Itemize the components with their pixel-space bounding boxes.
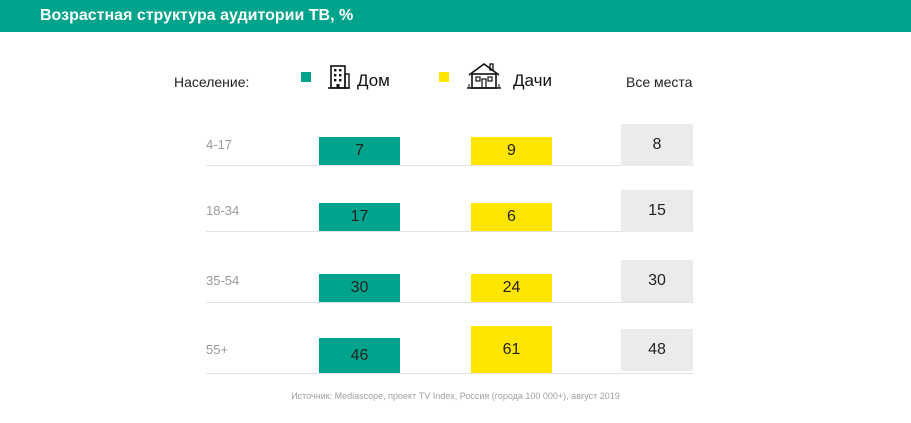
dacha-legend-label: Дачи — [513, 71, 552, 90]
chart-title: Возрастная структура аудитории ТВ, % — [40, 7, 354, 24]
row-label: 18-34 — [206, 203, 240, 218]
row-divider — [206, 165, 694, 166]
row-label: 55+ — [206, 342, 229, 357]
header-bar: Возрастная структура аудитории ТВ, % — [0, 0, 911, 32]
source-note: Источник: Mediascope, проект TV Index, Р… — [291, 391, 620, 401]
home-bar: 17 — [319, 203, 400, 231]
country-house-icon — [467, 63, 501, 89]
home-legend-label: Дом — [357, 71, 390, 90]
row-divider — [206, 373, 694, 374]
all-places-label: Все места — [626, 74, 693, 90]
dacha-bar: 9 — [471, 137, 552, 165]
row-divider — [206, 231, 694, 232]
row-divider — [206, 302, 694, 303]
dacha-swatch — [439, 72, 449, 82]
home-bar: 46 — [319, 338, 400, 373]
apartment-building-icon — [328, 65, 350, 89]
row-label: 35-54 — [206, 273, 240, 288]
dacha-bar: 6 — [471, 203, 552, 231]
all-places-value: 15 — [621, 190, 693, 232]
home-swatch — [301, 72, 311, 82]
dacha-bar: 24 — [471, 274, 552, 302]
dacha-bar: 61 — [471, 326, 552, 373]
all-places-value: 30 — [621, 260, 693, 302]
all-places-value: 48 — [621, 329, 693, 371]
home-bar: 7 — [319, 137, 400, 165]
home-bar: 30 — [319, 274, 400, 302]
row-label: 4-17 — [206, 137, 233, 152]
population-label: Население: — [174, 74, 250, 90]
all-places-value: 8 — [621, 124, 693, 166]
